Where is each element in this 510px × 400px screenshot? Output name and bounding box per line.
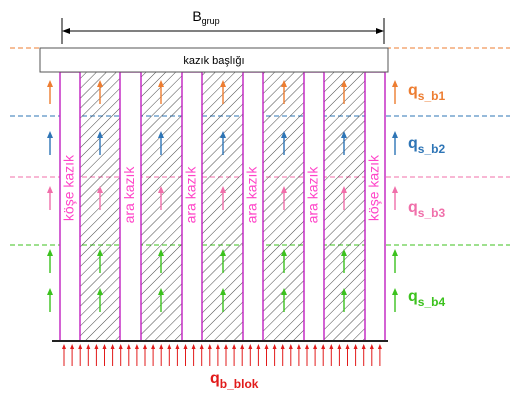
base-arrow-head	[377, 344, 382, 349]
friction-arrow-head	[47, 131, 53, 138]
base-arrow-head	[118, 344, 123, 349]
friction-arrow-head	[220, 288, 226, 295]
base-arrow-head	[134, 344, 139, 349]
base-arrow-head	[207, 344, 212, 349]
base-arrow-head	[256, 344, 261, 349]
friction-arrow-head	[341, 131, 347, 138]
base-arrow-head	[167, 344, 172, 349]
friction-arrow-head	[97, 186, 103, 193]
base-arrow-head	[62, 344, 66, 349]
friction-arrow-head	[220, 186, 226, 193]
base-arrow-head	[86, 344, 91, 349]
friction-arrow-head	[341, 249, 347, 256]
base-arrow-head	[329, 344, 334, 349]
layer-label-3: qs_b3	[408, 199, 445, 220]
layer-label-4: qs_b4	[408, 288, 445, 309]
friction-arrow-head	[97, 131, 103, 138]
base-arrow-head	[215, 344, 220, 349]
base-arrow-head	[110, 344, 115, 349]
inner-pile-label: ara kazık	[183, 166, 199, 224]
friction-arrow-head	[47, 288, 53, 295]
friction-arrow-head	[392, 131, 398, 138]
friction-arrow-head	[97, 80, 103, 87]
friction-arrows	[47, 80, 398, 312]
friction-arrow-head	[392, 186, 398, 193]
friction-arrow-head	[47, 249, 53, 256]
friction-arrow-head	[392, 249, 398, 256]
friction-arrow-head	[220, 131, 226, 138]
group-width-sub: grup	[202, 16, 220, 26]
base-arrow-head	[313, 344, 318, 349]
base-arrow-head	[199, 344, 204, 349]
base-arrow-head	[151, 344, 156, 349]
friction-arrow-head	[158, 131, 164, 138]
layer-label-1: qs_b1	[408, 82, 445, 103]
corner-pile-label: köşe kazık	[61, 154, 77, 221]
base-arrow-head	[345, 344, 350, 349]
group-width-main: B	[192, 8, 201, 24]
group-width-label: Bgrup	[192, 8, 219, 26]
base-arrow-head	[224, 344, 228, 349]
friction-arrow-head	[158, 249, 164, 256]
inner-pile-label: ara kazık	[121, 166, 137, 224]
friction-arrow-head	[341, 80, 347, 87]
corner-pile-label: köşe kazık	[366, 154, 382, 221]
friction-arrow-head	[392, 80, 398, 87]
base-arrow-head	[175, 344, 180, 349]
base-arrow-head	[248, 344, 253, 349]
base-arrow-head	[361, 344, 366, 349]
base-arrow-head	[296, 344, 301, 349]
friction-arrow-head	[158, 186, 164, 193]
friction-arrow-head	[341, 288, 347, 295]
friction-arrow-head	[97, 288, 103, 295]
group-width-dimension: Bgrup	[61, 8, 385, 44]
friction-arrow-head	[341, 186, 347, 193]
friction-arrow-head	[281, 288, 287, 295]
base-arrow-head	[94, 344, 99, 349]
base-arrow-head	[143, 344, 147, 349]
base-arrow-head	[70, 344, 75, 349]
friction-arrow-head	[281, 80, 287, 87]
friction-arrow-head	[281, 131, 287, 138]
base-arrow-head	[369, 344, 374, 349]
base-arrow-head	[272, 344, 277, 349]
friction-arrow-head	[281, 249, 287, 256]
base-arrow-head	[102, 344, 107, 349]
base-arrow-head	[288, 344, 293, 349]
friction-arrow-head	[97, 249, 103, 256]
friction-arrow-head	[220, 249, 226, 256]
friction-arrow-head	[158, 80, 164, 87]
base-pressure-label: qb_blok	[210, 370, 259, 391]
pile-cap	[39, 47, 389, 73]
base-pressure-arrows	[62, 344, 382, 366]
base-arrow-head	[78, 344, 83, 349]
base-arrow-head	[280, 344, 285, 349]
friction-arrow-head	[47, 80, 53, 87]
inner-pile-label: ara kazık	[305, 166, 321, 224]
friction-arrow-head	[392, 288, 398, 295]
base-arrow-head	[191, 344, 196, 349]
base-arrow-head	[353, 344, 358, 349]
base-arrow-head	[183, 344, 188, 349]
base-arrow-head	[305, 344, 309, 349]
base-arrow-head	[232, 344, 237, 349]
base-arrow-head	[159, 344, 164, 349]
base-arrow-head	[264, 344, 269, 349]
pile-cap-label: kazık başlığı	[183, 55, 244, 67]
friction-arrow-head	[281, 186, 287, 193]
friction-arrow-head	[158, 288, 164, 295]
base-arrow-head	[321, 344, 326, 349]
inner-pile-label: ara kazık	[244, 166, 260, 224]
layer-labels: qs_b1 qs_b2 qs_b3 qs_b4	[408, 82, 445, 309]
friction-arrow-head	[47, 186, 53, 193]
base-arrow-head	[337, 344, 342, 349]
base-arrow-head	[126, 344, 131, 349]
base-arrow-head	[240, 344, 245, 349]
friction-arrow-head	[220, 80, 226, 87]
layer-label-2: qs_b2	[408, 135, 445, 156]
